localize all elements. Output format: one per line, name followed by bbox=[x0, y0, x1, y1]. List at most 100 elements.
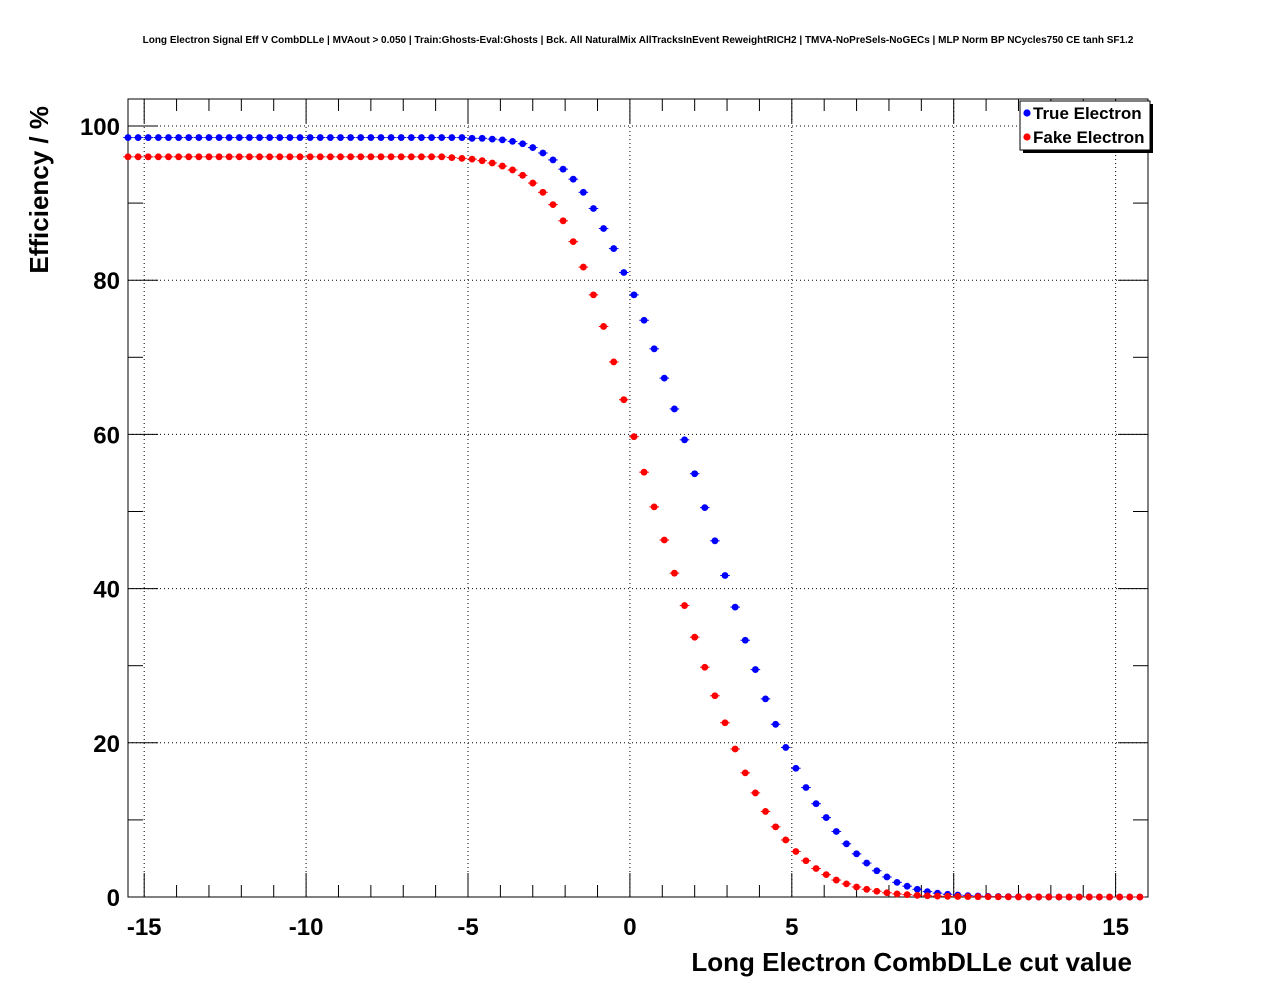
data-point-fake-electron bbox=[256, 153, 263, 161]
legend: True Electron Fake Electron bbox=[1019, 100, 1153, 153]
data-point-true-electron bbox=[478, 134, 486, 142]
data-point-true-electron bbox=[772, 720, 780, 728]
data-point-fake-electron bbox=[316, 153, 324, 161]
data-point-true-electron bbox=[721, 572, 729, 579]
data-point-true-electron bbox=[377, 134, 385, 141]
data-point-true-electron bbox=[549, 156, 557, 164]
data-point-true-electron bbox=[215, 134, 223, 141]
data-point-fake-electron bbox=[802, 857, 810, 865]
data-point-fake-electron bbox=[792, 848, 800, 855]
data-point-true-electron bbox=[620, 269, 628, 276]
data-point-true-electron bbox=[590, 205, 597, 212]
data-point-fake-electron bbox=[590, 291, 597, 299]
data-point-true-electron bbox=[822, 814, 830, 821]
data-point-fake-electron bbox=[306, 153, 314, 161]
data-point-true-electron bbox=[691, 470, 699, 478]
data-point-fake-electron bbox=[741, 769, 749, 777]
data-point-fake-electron bbox=[1004, 893, 1012, 901]
data-point-true-electron bbox=[276, 134, 284, 141]
data-point-true-electron bbox=[326, 134, 334, 141]
data-point-fake-electron bbox=[873, 887, 881, 895]
y-tick-label: 60 bbox=[93, 422, 120, 449]
data-point-fake-electron bbox=[387, 153, 395, 161]
data-point-true-electron bbox=[832, 828, 840, 835]
x-tick-label: -5 bbox=[457, 914, 478, 941]
data-point-true-electron bbox=[539, 149, 547, 157]
plot-frame bbox=[127, 98, 1149, 898]
data-point-true-electron bbox=[903, 882, 911, 890]
data-point-fake-electron bbox=[559, 217, 567, 225]
data-point-fake-electron bbox=[154, 153, 162, 161]
data-point-true-electron bbox=[630, 291, 638, 299]
data-point-true-electron bbox=[306, 134, 314, 141]
data-points bbox=[123, 134, 1145, 901]
data-point-true-electron bbox=[751, 666, 759, 673]
data-point-fake-electron bbox=[124, 153, 132, 161]
data-point-fake-electron bbox=[458, 154, 466, 162]
data-point-fake-electron bbox=[954, 893, 962, 900]
data-point-true-electron bbox=[337, 134, 344, 141]
data-point-true-electron bbox=[256, 134, 263, 141]
x-tick-label: -15 bbox=[127, 914, 162, 941]
data-point-true-electron bbox=[418, 134, 425, 141]
data-point-fake-electron bbox=[701, 663, 709, 671]
data-point-fake-electron bbox=[1116, 893, 1124, 901]
data-point-fake-electron bbox=[863, 885, 871, 893]
data-point-fake-electron bbox=[1085, 893, 1093, 901]
data-point-true-electron bbox=[185, 134, 193, 141]
data-point-true-electron bbox=[175, 134, 182, 141]
data-point-fake-electron bbox=[650, 503, 658, 511]
data-point-fake-electron bbox=[1075, 893, 1083, 901]
data-point-true-electron bbox=[762, 695, 769, 703]
legend-marker-fake-electron bbox=[1023, 133, 1031, 141]
data-point-true-electron bbox=[519, 140, 527, 148]
data-point-true-electron bbox=[731, 603, 739, 611]
data-point-fake-electron bbox=[721, 719, 729, 727]
data-point-fake-electron bbox=[215, 153, 223, 161]
data-point-true-electron bbox=[448, 134, 456, 141]
data-point-true-electron bbox=[124, 134, 132, 141]
data-point-fake-electron bbox=[296, 153, 304, 161]
y-axis-title: Efficiency / % bbox=[24, 106, 54, 274]
data-point-fake-electron bbox=[924, 892, 931, 900]
data-point-fake-electron bbox=[782, 836, 790, 844]
data-point-true-electron bbox=[407, 134, 415, 141]
data-point-fake-electron bbox=[377, 153, 385, 161]
y-tick-label: 80 bbox=[93, 268, 120, 295]
data-point-fake-electron bbox=[1015, 893, 1022, 901]
data-point-fake-electron bbox=[600, 323, 607, 330]
legend-label-true-electron: True Electron bbox=[1033, 104, 1142, 123]
data-point-fake-electron bbox=[478, 157, 486, 165]
data-point-fake-electron bbox=[711, 692, 719, 700]
data-point-true-electron bbox=[225, 134, 233, 141]
data-point-fake-electron bbox=[397, 153, 405, 161]
data-point-fake-electron bbox=[488, 159, 496, 167]
series-true-electron bbox=[123, 134, 1145, 901]
data-point-fake-electron bbox=[671, 569, 678, 577]
data-point-fake-electron bbox=[610, 358, 618, 366]
data-point-true-electron bbox=[893, 878, 901, 886]
data-point-true-electron bbox=[144, 134, 152, 141]
y-tick-label: 20 bbox=[93, 731, 120, 758]
data-point-true-electron bbox=[883, 873, 891, 881]
data-point-true-electron bbox=[853, 850, 860, 858]
data-point-true-electron bbox=[266, 134, 274, 141]
data-point-fake-electron bbox=[134, 153, 142, 161]
data-point-fake-electron bbox=[367, 153, 375, 161]
data-point-fake-electron bbox=[974, 893, 982, 901]
data-point-fake-electron bbox=[751, 789, 759, 797]
data-point-true-electron bbox=[367, 134, 375, 141]
axis-ticks: -15 -10 -5 0 5 10 15 0 20 40 60 80 100 bbox=[80, 99, 1149, 941]
data-point-fake-electron bbox=[681, 602, 688, 609]
data-point-fake-electron bbox=[1065, 893, 1073, 901]
data-point-fake-electron bbox=[357, 153, 365, 161]
data-point-fake-electron bbox=[195, 153, 203, 161]
data-point-fake-electron bbox=[762, 808, 769, 815]
data-point-fake-electron bbox=[1045, 893, 1053, 901]
data-point-true-electron bbox=[387, 134, 395, 141]
data-point-true-electron bbox=[195, 134, 203, 141]
data-point-fake-electron bbox=[893, 890, 901, 898]
data-point-fake-electron bbox=[1106, 893, 1113, 901]
data-point-fake-electron bbox=[144, 153, 152, 161]
data-point-true-electron bbox=[812, 800, 820, 808]
